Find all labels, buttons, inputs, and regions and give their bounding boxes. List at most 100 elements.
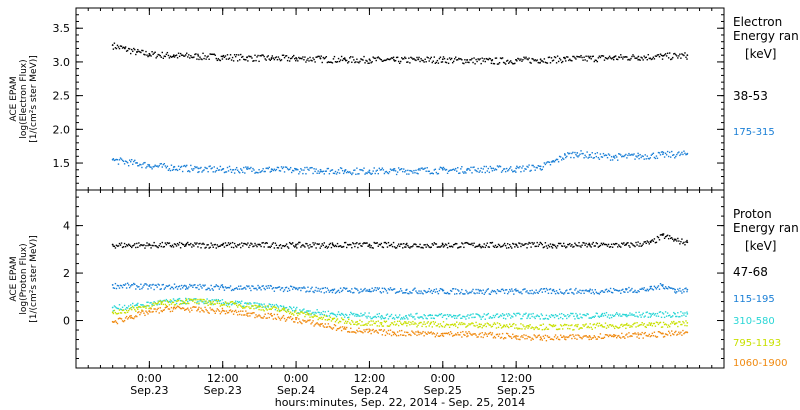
data-point [658,56,661,58]
data-point [340,290,343,293]
data-point [671,58,673,60]
data-point [588,242,590,245]
data-point [356,167,358,169]
data-point [258,303,260,305]
data-point [204,302,206,304]
data-point [429,322,432,325]
data-point [530,327,532,329]
data-point [601,156,604,158]
data-point [348,171,350,174]
data-point [499,165,502,168]
data-point [349,313,351,316]
data-point [238,244,240,246]
data-point [121,309,124,312]
legend-label-38-53: 38-53 [733,89,768,103]
data-point [664,53,667,55]
data-point [390,289,393,291]
data-point [585,289,587,291]
data-point [284,320,287,322]
data-point [250,55,252,58]
data-point [546,318,549,320]
data-point [555,315,558,317]
data-point [500,288,503,291]
data-point [365,329,367,331]
data-point [418,333,420,336]
data-point [197,308,200,311]
data-point [381,167,384,169]
data-point [219,165,222,168]
data-point [559,156,562,158]
data-point [270,245,273,247]
data-point [251,57,253,59]
data-point [220,55,223,58]
data-point [260,303,262,305]
data-point [528,313,530,315]
data-point [138,50,140,53]
data-point [492,323,495,326]
data-point [157,300,159,302]
data-point [456,59,458,61]
data-point [612,315,615,317]
data-point [210,284,212,287]
data-point [395,173,398,176]
data-point [161,301,163,303]
data-point [220,284,223,287]
data-point [540,60,543,62]
data-point [571,60,573,62]
data-point [604,314,607,317]
data-point [332,327,335,329]
data-point [158,244,160,247]
data-point [672,322,674,324]
data-point [317,170,319,172]
data-point [274,169,277,172]
data-point [536,314,538,316]
data-point [115,313,118,315]
data-point [638,311,640,314]
data-point [494,57,497,59]
data-point [208,312,210,314]
data-point [609,324,612,326]
data-point [407,292,409,295]
data-point [320,291,322,293]
data-point [126,282,129,284]
data-point [570,312,572,315]
data-point [548,288,551,291]
data-point [242,307,244,309]
data-point [408,57,410,59]
data-point [362,169,364,172]
data-point [306,320,308,323]
data-point [515,167,518,170]
data-point [617,327,619,329]
data-point [217,299,220,302]
data-point [194,306,196,308]
data-point [683,241,685,244]
data-point [414,59,416,61]
data-point [319,317,321,320]
data-point [394,333,397,336]
data-point [661,326,664,328]
data-point [620,292,622,294]
data-point [396,245,399,247]
data-point [114,320,117,322]
electron-legend-title-line: Energy ran [733,29,799,43]
data-point [175,168,178,171]
data-point [633,291,635,293]
data-point [262,241,264,244]
data-point [309,290,311,292]
data-point [478,323,481,325]
data-point [266,287,268,289]
data-point [418,290,420,292]
data-point [596,322,599,325]
data-point [424,244,426,246]
data-point [572,55,574,58]
data-point [408,246,410,248]
data-point [450,245,453,247]
data-point [266,56,268,58]
data-point [182,301,185,303]
data-point [508,326,510,329]
data-point [359,242,361,245]
data-point [458,246,460,249]
data-point [457,247,459,249]
data-point [347,316,349,319]
data-point [254,54,256,56]
